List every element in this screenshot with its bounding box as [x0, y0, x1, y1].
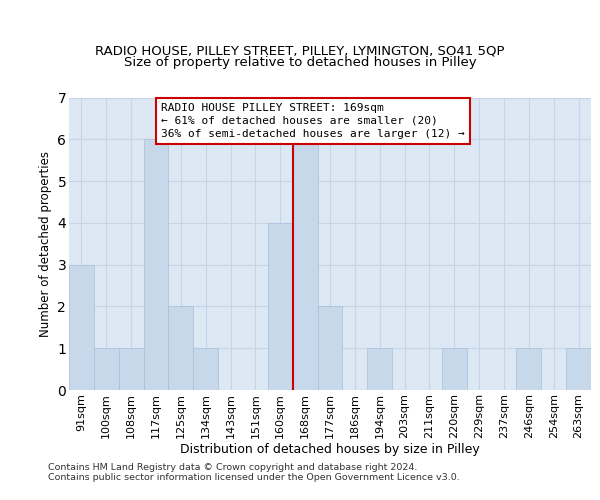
Bar [119, 348, 143, 390]
Bar [94, 348, 119, 390]
Bar [367, 348, 392, 390]
Text: Size of property relative to detached houses in Pilley: Size of property relative to detached ho… [124, 56, 476, 69]
Text: Contains HM Land Registry data © Crown copyright and database right 2024.
Contai: Contains HM Land Registry data © Crown c… [48, 462, 460, 482]
Bar [169, 306, 193, 390]
Bar [317, 306, 343, 390]
Bar [517, 348, 541, 390]
Bar [442, 348, 467, 390]
Bar [566, 348, 591, 390]
Bar [268, 223, 293, 390]
Text: RADIO HOUSE PILLEY STREET: 169sqm
← 61% of detached houses are smaller (20)
36% : RADIO HOUSE PILLEY STREET: 169sqm ← 61% … [161, 102, 465, 139]
Bar [143, 140, 169, 390]
Bar [293, 140, 317, 390]
X-axis label: Distribution of detached houses by size in Pilley: Distribution of detached houses by size … [180, 444, 480, 456]
Y-axis label: Number of detached properties: Number of detached properties [39, 151, 52, 337]
Bar [193, 348, 218, 390]
Text: RADIO HOUSE, PILLEY STREET, PILLEY, LYMINGTON, SO41 5QP: RADIO HOUSE, PILLEY STREET, PILLEY, LYMI… [95, 44, 505, 58]
Bar [69, 264, 94, 390]
